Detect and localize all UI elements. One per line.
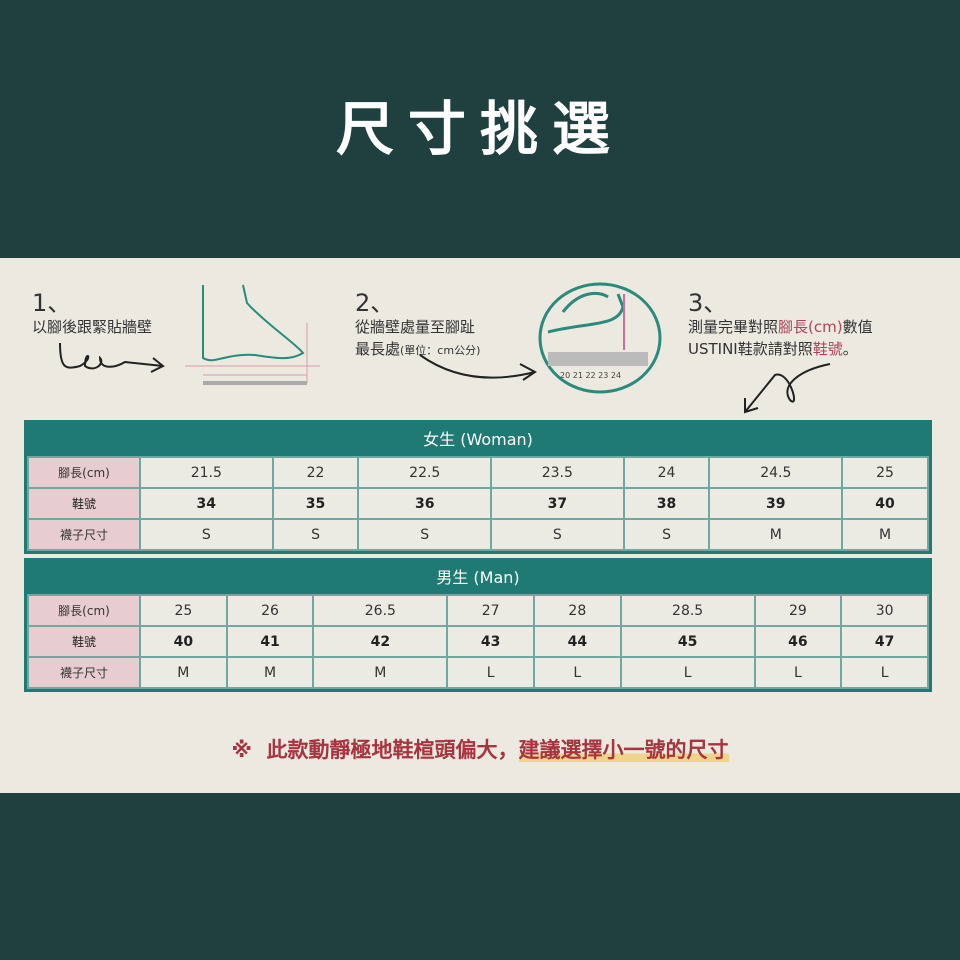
cell: 30: [840, 594, 929, 627]
ruler-label: 20 21 22 23 24: [560, 371, 621, 380]
step-number: 2、: [355, 289, 395, 317]
step-text: 從牆壁處量至腳趾: [355, 318, 476, 336]
unit-text: (單位：cm公分): [400, 344, 481, 357]
cell: L: [619, 656, 756, 689]
note-text: 此款動靜極地鞋楦頭偏大，: [266, 738, 519, 762]
cell: 25: [841, 456, 929, 489]
curved-arrow-icon: [419, 354, 537, 381]
cell: S: [139, 518, 274, 551]
row-label: 腳長(cm): [27, 594, 141, 627]
cell: S: [490, 518, 625, 551]
cell: 26.5: [312, 594, 449, 627]
step-3: 3、 測量完畢對照腳長(cm)數值 USTINI鞋款請對照鞋號。: [688, 290, 873, 360]
arrow-icon: [59, 342, 165, 373]
table-header: 女生 (Woman): [423, 430, 533, 449]
cell: 28: [532, 594, 622, 627]
cell: 27: [446, 594, 535, 627]
step-text: 測量完畢對照: [688, 318, 779, 336]
toe-measure-icon: 20 21 22 23 24: [538, 282, 662, 394]
page-title: 尺寸挑選: [335, 95, 624, 163]
cell: 42: [312, 625, 449, 658]
cell: 24.5: [708, 456, 844, 489]
cell: M: [708, 518, 844, 551]
step-number: 1、: [32, 289, 72, 317]
cell: 41: [225, 625, 315, 658]
step-text-highlight: 腳長(cm): [778, 318, 843, 336]
cell: 40: [841, 487, 929, 520]
cell: M: [312, 656, 449, 689]
table-row: 鞋號 34 35 36 37 38 39 40: [27, 487, 929, 520]
step-text: 最長處: [355, 340, 401, 358]
cell: 23.5: [490, 456, 625, 489]
cell: 47: [840, 625, 929, 658]
cell: 36: [357, 487, 493, 520]
step-text-highlight: 鞋號: [812, 340, 843, 358]
cell: 35: [271, 487, 360, 520]
cell: 37: [490, 487, 625, 520]
note-highlight: 建議選擇小一號的尺寸: [518, 738, 729, 762]
man-size-table: 男生 (Man) 腳長(cm) 25 26 26.5 27 28 28.5 29 30 鞋號 …: [24, 558, 932, 692]
row-label: 襪子尺寸: [27, 656, 141, 689]
step-2: 2、 從牆壁處量至腳趾 最長處(單位：cm公分): [355, 290, 480, 362]
cell: 22.5: [357, 456, 493, 489]
row-label: 鞋號: [27, 487, 141, 520]
cell: 39: [708, 487, 844, 520]
foot-diagram-icon: [185, 284, 320, 385]
cell: L: [753, 656, 843, 689]
cell: 25: [139, 594, 228, 627]
step-text: 數值: [842, 318, 873, 336]
table-header: 男生 (Man): [436, 568, 520, 587]
row-label: 腳長(cm): [27, 456, 141, 489]
cell: 29: [753, 594, 843, 627]
cell: 38: [622, 487, 711, 520]
cell: 45: [619, 625, 756, 658]
cell: M: [841, 518, 929, 551]
cell: 22: [271, 456, 360, 489]
cell: L: [840, 656, 929, 689]
cell: 28.5: [619, 594, 756, 627]
woman-size-table: 女生 (Woman) 腳長(cm) 21.5 22 22.5 23.5 24 24.5 25…: [24, 420, 932, 554]
step-text: USTINI鞋款請對照: [688, 340, 813, 358]
cell: S: [271, 518, 360, 551]
cell: S: [357, 518, 493, 551]
note-mark: ※: [231, 738, 252, 762]
down-arrow-icon: [744, 363, 831, 414]
row-label: 鞋號: [27, 625, 141, 658]
step-number: 3、: [688, 289, 728, 317]
cell: M: [139, 656, 228, 689]
cell: 24: [622, 456, 711, 489]
cell: L: [532, 656, 622, 689]
cell: 46: [753, 625, 843, 658]
table-row: 腳長(cm) 25 26 26.5 27 28 28.5 29 30: [27, 594, 929, 627]
cell: 43: [446, 625, 535, 658]
cell: 44: [532, 625, 622, 658]
sizing-note: ※ 此款動靜極地鞋楦頭偏大，建議選擇小一號的尺寸: [0, 734, 960, 764]
cell: L: [446, 656, 535, 689]
cell: 21.5: [139, 456, 274, 489]
cell: 34: [139, 487, 274, 520]
step-text: 。: [842, 340, 858, 358]
cell: M: [225, 656, 315, 689]
table-row: 腳長(cm) 21.5 22 22.5 23.5 24 24.5 25: [27, 456, 929, 489]
step-1: 1、 以腳後跟緊貼牆壁: [32, 290, 152, 338]
cell: S: [622, 518, 711, 551]
cell: 26: [225, 594, 315, 627]
step-text: 以腳後跟緊貼牆壁: [32, 318, 153, 336]
row-label: 襪子尺寸: [27, 518, 141, 551]
cell: 40: [139, 625, 228, 658]
table-row: 鞋號 40 41 42 43 44 45 46 47: [27, 625, 929, 658]
